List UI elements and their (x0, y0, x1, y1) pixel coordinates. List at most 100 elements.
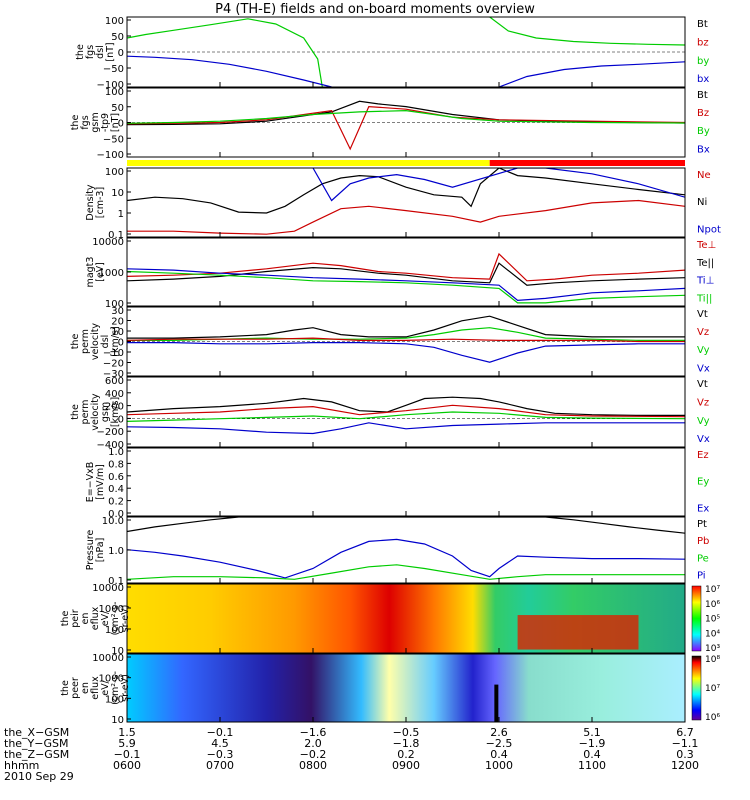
pressure-legend-Pt: Pt (697, 519, 707, 530)
efield-frame (126, 447, 686, 517)
footer-value: −0.2 (299, 748, 327, 761)
temperature-ytick-label: 10000 (92, 237, 124, 248)
pressure-series-2 (127, 564, 685, 580)
electron_spec-ylabel: peer (70, 677, 81, 699)
ion_spec-ytick-label: 100 (105, 625, 124, 636)
efield-ytick-label: 0.6 (108, 472, 124, 483)
fgs_dsl-legend-bx: bx (697, 74, 709, 85)
pressure-frame (126, 516, 686, 584)
electron_spec-colorbar (691, 655, 702, 721)
density-ylabel: [cm-3] (95, 187, 106, 218)
ion_spec-ylabel: the (60, 611, 71, 627)
electron_spec-gap-marker (494, 684, 499, 722)
fgs_dsl-frame (126, 16, 686, 88)
ion_spec-ylabel: eV/ (100, 610, 111, 626)
velocity_gsm-legend-Vz: Vz (697, 397, 709, 408)
velocity_gsm-ylabel: velocity (90, 393, 101, 431)
velocity_perm-legend-Vz: Vz (697, 327, 709, 338)
fgs_gsm-ylabel: [nT] (110, 113, 121, 132)
footer-value: −0.3 (206, 748, 234, 761)
ion_spec-colorbar-label: 10⁷ (705, 585, 720, 595)
velocity_perm-frame (126, 306, 686, 377)
temperature-ylabel: magt3 (85, 257, 96, 288)
velocity_gsm-ylabel: [km/s] (110, 397, 121, 427)
pressure-ylabel: Pressure (85, 530, 96, 571)
fgs_dsl-series-1 (127, 55, 332, 87)
velocity_gsm-legend-Vt: Vt (697, 379, 708, 390)
velocity_gsm-ytick-label: 600 (105, 376, 124, 387)
pressure-legend-Pi: Pi (697, 571, 706, 582)
velocity_perm-legend-Vx: Vx (697, 363, 710, 374)
fgs_dsl-ytick-label: −50 (103, 64, 124, 75)
pressure-series-0 (127, 517, 685, 534)
ion_spec-ytick-label: 10 (111, 646, 124, 657)
efield-legend-Ez: Ez (697, 450, 709, 461)
velocity_perm-series-2 (127, 337, 685, 343)
fgs_gsm-legend-Bx: Bx (697, 144, 710, 155)
footer-value: 1100 (578, 759, 606, 772)
density-series-1 (127, 199, 685, 235)
velocity_perm-ylabel: dsl (100, 335, 111, 349)
electron_spec-ytick-label: 1000 (99, 674, 124, 685)
velocity_gsm-ylabel: the (70, 404, 81, 420)
density-ytick-label: 100 (105, 167, 124, 178)
velocity_perm-ytick-label: −10 (103, 348, 124, 359)
velocity_perm-ytick-label: 20 (111, 317, 124, 328)
ion_spec-ylabel: sr-eV) (120, 605, 131, 633)
electron_spec-colorbar-label: 10⁸ (705, 655, 720, 665)
footer-value: −2.5 (485, 737, 513, 750)
fgs_dsl-ytick-label: −100 (97, 80, 124, 91)
footer-row-label: hhmm (4, 759, 40, 772)
velocity_perm-series-1 (127, 327, 685, 341)
temperature-legend-Te: Te|| (696, 258, 714, 269)
pressure-ylabel: [nPa] (95, 538, 106, 563)
fgs_dsl-series-0 (127, 18, 323, 87)
temperature-series-3 (127, 270, 685, 304)
velocity_gsm-ytick-label: 0 (118, 414, 124, 425)
pressure-series-1 (127, 538, 685, 579)
footer-row: the_Y−GSM 5.9 4.5 2.0 −1.8 −2.5 −1.9 −1.1 (4, 737, 698, 750)
footer-value: 2.0 (304, 737, 322, 750)
velocity_gsm-series-1 (127, 404, 685, 418)
fgs_dsl-legend-bz: bz (697, 37, 709, 48)
fgs_dsl-ylabel: dsl (95, 45, 106, 59)
footer-row-label: the_X−GSM (4, 726, 70, 739)
fgs_dsl-ylabel: fgs (85, 45, 96, 59)
footer-value: 1200 (671, 759, 699, 772)
velocity_gsm-series-0 (127, 396, 685, 416)
footer-value: −1.8 (392, 737, 420, 750)
fgs_gsm-ytick-label: −50 (103, 134, 124, 145)
density-ytick-label: 1 (118, 209, 124, 220)
electron_spec-ytick-label: 10000 (92, 653, 124, 664)
density-legend-Ne: Ne (697, 170, 711, 181)
velocity_perm-ytick-label: −20 (103, 359, 124, 370)
electron_spec-colorbar-label: 10⁷ (705, 684, 720, 694)
ion_spec-colorbar-label: 10³ (705, 644, 720, 654)
density-series-2 (312, 168, 685, 202)
pressure-ytick-label: 10.0 (102, 516, 124, 527)
footer-value: 4.5 (211, 737, 229, 750)
footer-value: 5.1 (583, 726, 601, 739)
fgs_dsl-series-3 (498, 61, 685, 87)
footer-value: −1.6 (299, 726, 327, 739)
velocity_perm-legend-Vt: Vt (697, 309, 708, 320)
footer-row-label: the_Y−GSM (4, 737, 69, 750)
fgs_gsm-series-1 (127, 105, 685, 151)
velocity_gsm-ylabel: perm (80, 400, 91, 425)
ion_spec-ylabel: eflux (90, 606, 101, 630)
footer-row: hhmm 0600 0700 0800 0900 1000 1100 1200 (4, 759, 699, 772)
ion_spec-ylabel: peir (70, 609, 81, 628)
ion_spec-ytick-label: 1000 (99, 604, 124, 615)
ion_spec-colorbar-label: 10⁴ (705, 629, 720, 639)
velocity_gsm-ytick-label: −200 (97, 427, 124, 438)
temperature-ytick-label: 100 (105, 299, 124, 310)
ion_spec-ytick-label: 10000 (92, 583, 124, 594)
fgs_dsl-ytick-label: 100 (105, 16, 124, 27)
velocity_perm-ytick-label: 30 (111, 306, 124, 317)
footer-value: −0.1 (206, 726, 234, 739)
efield-ytick-label: 0.2 (108, 497, 124, 508)
velocity_perm-ylabel: velocity (90, 323, 101, 361)
efield-legend-Ex: Ex (697, 503, 709, 514)
velocity_perm-legend-Vy: Vy (697, 345, 710, 356)
